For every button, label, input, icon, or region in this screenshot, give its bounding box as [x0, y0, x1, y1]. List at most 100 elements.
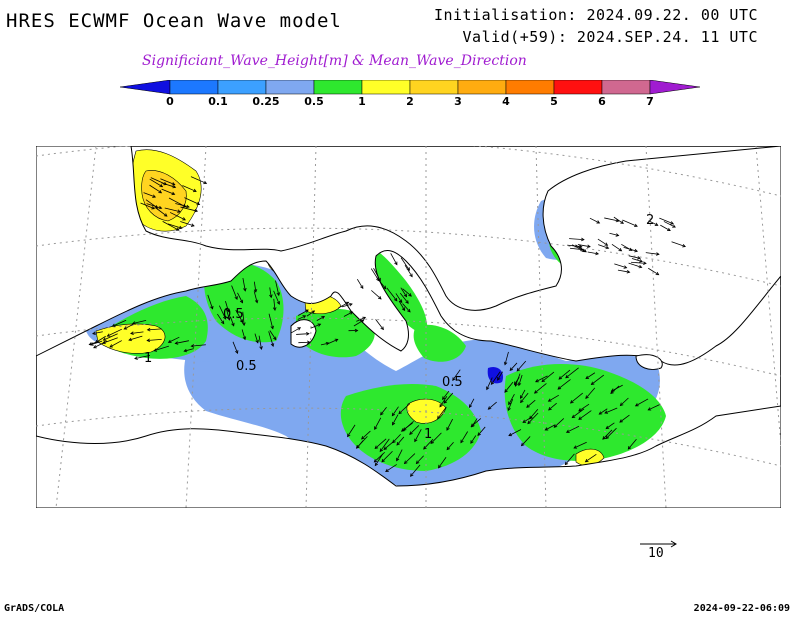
wave-arrow — [416, 455, 424, 464]
colorbar-tick-label: 7 — [646, 95, 654, 108]
wave-arrowhead — [391, 412, 396, 417]
wave-arrowhead — [269, 294, 273, 299]
wave-arrowhead — [442, 396, 446, 400]
wave-arrow — [182, 185, 197, 192]
wave-arrow — [604, 407, 618, 414]
wave-arrow — [622, 219, 638, 227]
colorbar-tick-label: 3 — [454, 95, 462, 108]
wave-arrow — [414, 429, 422, 442]
wave-arrow — [589, 217, 600, 224]
wave-arrowhead — [302, 315, 307, 319]
wave-arrow — [509, 362, 518, 371]
wave-arrowhead — [361, 436, 365, 440]
wave-arrow — [516, 360, 527, 372]
wave-arrowhead — [379, 448, 384, 453]
wave-arrow — [614, 263, 627, 269]
wave-arrow — [353, 319, 364, 327]
wave-arrowhead — [234, 296, 238, 301]
wave-arrowhead — [92, 331, 96, 335]
wave-arrowhead — [131, 321, 136, 325]
wave-arrowhead — [460, 439, 464, 444]
wave-arrowhead — [581, 237, 585, 242]
wave-arrowhead — [516, 367, 521, 372]
initialisation-time: Initialisation: 2024.09.22. 00 UTC — [433, 6, 758, 24]
wave-arrowhead — [167, 339, 172, 343]
wave-arrowhead — [508, 432, 513, 437]
wave-arrowhead — [183, 348, 188, 353]
wave-arrowhead — [231, 322, 235, 327]
wave-arrow — [604, 217, 619, 222]
wave-arrow — [155, 207, 168, 217]
wave-arrow — [241, 329, 246, 340]
colorbar-legend: 0 0.1 0.25 0.5 1 2 3 4 5 6 7 — [120, 80, 701, 108]
wave-arrowhead — [682, 244, 686, 248]
wave-arrowhead — [242, 322, 246, 327]
wave-arrowhead — [437, 415, 441, 420]
wave-arrowhead — [270, 343, 275, 347]
wave-arrowhead — [172, 184, 177, 189]
wave-arrow — [258, 335, 262, 350]
wave-arrow — [570, 392, 584, 404]
wave-arrowhead — [526, 404, 530, 408]
wave-arrowhead — [452, 377, 456, 381]
wave-arrowhead — [270, 325, 274, 330]
wave-arrow — [370, 268, 380, 282]
wave-arrow — [175, 340, 189, 344]
wave-arrow — [507, 398, 514, 411]
wave-arrowhead — [106, 333, 111, 337]
colorbar-segment — [649, 80, 701, 95]
wave-arrow — [225, 301, 229, 312]
wave-arrow — [268, 313, 274, 329]
wave-arrow — [147, 338, 162, 341]
wave-arrow — [392, 414, 399, 426]
wave-arrowhead — [196, 201, 201, 206]
colorbar-segment — [217, 80, 267, 95]
wave-arrow — [390, 253, 398, 265]
wave-arrowhead — [226, 308, 230, 313]
wave-arrow — [645, 252, 659, 255]
wave-arrowhead — [194, 208, 199, 213]
wave-arrowhead — [565, 374, 569, 379]
wave-arrow — [460, 431, 469, 443]
wave-arrowhead — [408, 293, 412, 297]
wave-arrowhead — [529, 415, 533, 420]
wave-arrowhead — [88, 342, 93, 346]
contour-label: 0.5 — [236, 359, 257, 374]
wave-arrowhead — [504, 389, 508, 393]
wave-arrow — [146, 203, 162, 209]
wave-arrowhead — [227, 316, 231, 321]
wave-arrowhead — [585, 375, 590, 380]
wave-arrow — [558, 369, 571, 380]
wave-arrow — [534, 383, 547, 394]
wave-arrowhead — [670, 221, 674, 225]
wave-arrow — [92, 331, 103, 335]
contour-label: 1 — [424, 427, 432, 442]
wave-arrow — [631, 261, 647, 264]
wave-arrow — [374, 438, 387, 449]
wave-arrow — [442, 390, 450, 400]
wave-arrowhead — [615, 233, 620, 237]
wave-arrowhead — [128, 337, 133, 342]
wave-arrow — [598, 244, 609, 249]
wave-arrow — [521, 436, 531, 446]
wave-arrow — [306, 310, 315, 317]
wave-arrowhead — [152, 194, 157, 198]
wave-arrow — [572, 408, 585, 418]
wave-arrowhead — [380, 411, 384, 416]
wave-arrow — [320, 342, 329, 346]
contour-label: 1 — [144, 351, 152, 366]
wave-arrow — [123, 323, 134, 330]
wave-arrowhead — [490, 381, 495, 386]
wave-arrow — [149, 184, 162, 194]
wave-arrowhead — [470, 423, 475, 428]
wave-arrowhead — [222, 315, 227, 320]
wave-arrow — [659, 217, 674, 225]
render-timestamp: 2024-09-22-06:09 — [693, 603, 790, 614]
wave-arrow — [191, 344, 206, 347]
wave-arrowhead — [210, 305, 214, 310]
wave-arrowhead — [604, 242, 609, 246]
wave-arrow — [168, 336, 180, 343]
wave-arrow — [660, 224, 671, 231]
wave-arrow — [356, 316, 366, 322]
wave-arrow — [338, 301, 349, 309]
